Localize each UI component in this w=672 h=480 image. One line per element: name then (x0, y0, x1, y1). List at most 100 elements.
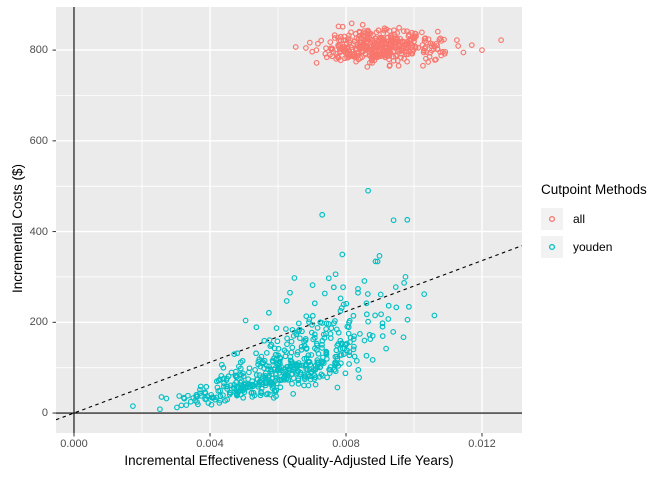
data-point-youden (234, 350, 241, 357)
data-point-all (379, 36, 386, 42)
data-point-youden (318, 360, 325, 367)
data-point-youden (249, 378, 256, 385)
data-point-youden (327, 364, 334, 370)
data-point-youden (364, 291, 371, 297)
data-point-youden (365, 187, 371, 194)
data-point-youden (310, 336, 317, 343)
data-point-all (337, 49, 343, 56)
data-point-all (364, 31, 371, 37)
data-point-youden (311, 376, 318, 382)
data-point-all (394, 36, 400, 43)
data-point-youden (163, 395, 170, 402)
data-point-youden (337, 295, 344, 302)
data-point-youden (350, 312, 357, 319)
data-point-youden (340, 284, 346, 291)
data-point-youden (320, 360, 327, 366)
data-point-youden (233, 379, 240, 386)
x-tick-label: 0.004 (196, 438, 224, 450)
data-point-youden (309, 312, 316, 319)
data-point-all (356, 39, 363, 46)
data-point-youden (273, 375, 280, 381)
data-point-youden (309, 322, 315, 328)
legend: Cutpoint Methods all youden (541, 182, 647, 263)
data-point-all (337, 57, 344, 64)
data-point-youden (309, 282, 316, 288)
data-point-youden (203, 383, 210, 390)
data-point-youden (401, 280, 407, 286)
legend-marker-youden-icon (548, 243, 556, 250)
data-point-youden (256, 372, 263, 378)
data-point-youden (208, 401, 215, 408)
data-point-youden (257, 392, 264, 399)
data-point-all (398, 50, 405, 57)
data-point-all (428, 43, 435, 50)
data-point-youden (298, 346, 305, 353)
data-point-youden (379, 323, 386, 330)
data-point-youden (251, 392, 258, 399)
data-point-youden (385, 316, 392, 322)
data-point-youden (374, 258, 381, 265)
data-point-youden (221, 383, 227, 390)
data-point-all (353, 58, 359, 65)
data-point-youden (240, 373, 247, 380)
data-point-all (386, 56, 392, 63)
data-point-all (387, 45, 393, 52)
data-point-youden (234, 373, 240, 380)
y-tick-label: 600 (29, 135, 48, 147)
data-point-youden (266, 379, 273, 386)
data-point-youden (356, 374, 362, 381)
data-point-youden (270, 358, 276, 365)
data-point-youden (392, 284, 399, 290)
data-point-youden (315, 350, 322, 357)
data-point-youden (266, 309, 272, 316)
data-point-youden (402, 274, 409, 280)
data-point-youden (355, 289, 361, 296)
data-point-youden (390, 329, 397, 335)
data-point-youden (363, 300, 370, 307)
data-point-youden (324, 374, 330, 381)
data-point-youden (218, 373, 225, 379)
data-point-all (337, 41, 343, 48)
data-point-youden (157, 406, 163, 413)
legend-label-all: all (573, 211, 586, 226)
data-point-all (329, 45, 336, 52)
x-axis-title: Incremental Effectiveness (Quality-Adjus… (124, 453, 454, 468)
data-point-youden (404, 216, 411, 223)
legend-key-youden (541, 235, 563, 258)
data-point-youden (320, 331, 327, 338)
data-point-youden (284, 341, 290, 348)
data-point-all (331, 35, 338, 41)
data-point-youden (350, 346, 357, 353)
data-point-youden (302, 376, 308, 383)
data-point-youden (268, 341, 275, 348)
data-point-all (425, 36, 432, 43)
data-point-youden (327, 331, 334, 337)
data-point-youden (351, 353, 358, 360)
data-point-youden (295, 381, 302, 387)
data-point-all (386, 63, 393, 69)
data-point-youden (342, 370, 349, 377)
data-point-youden (263, 350, 270, 356)
data-point-youden (318, 371, 325, 378)
data-point-all (412, 43, 419, 50)
data-point-youden (361, 337, 368, 344)
data-point-all (346, 52, 353, 59)
data-point-youden (351, 343, 357, 350)
data-point-youden (278, 367, 284, 374)
data-point-youden (400, 334, 407, 341)
data-point-all (372, 51, 378, 58)
data-point-youden (303, 345, 310, 351)
data-point-youden (273, 360, 280, 366)
data-point-youden (340, 301, 347, 308)
data-point-youden (355, 286, 361, 292)
data-point-all (345, 35, 352, 42)
plot-area (56, 7, 522, 433)
data-point-youden (220, 364, 227, 371)
data-point-all (373, 40, 380, 47)
data-point-all (401, 41, 408, 48)
data-point-youden (224, 396, 231, 403)
data-point-all (468, 42, 475, 48)
data-point-youden (257, 378, 263, 385)
data-point-youden (242, 317, 249, 324)
